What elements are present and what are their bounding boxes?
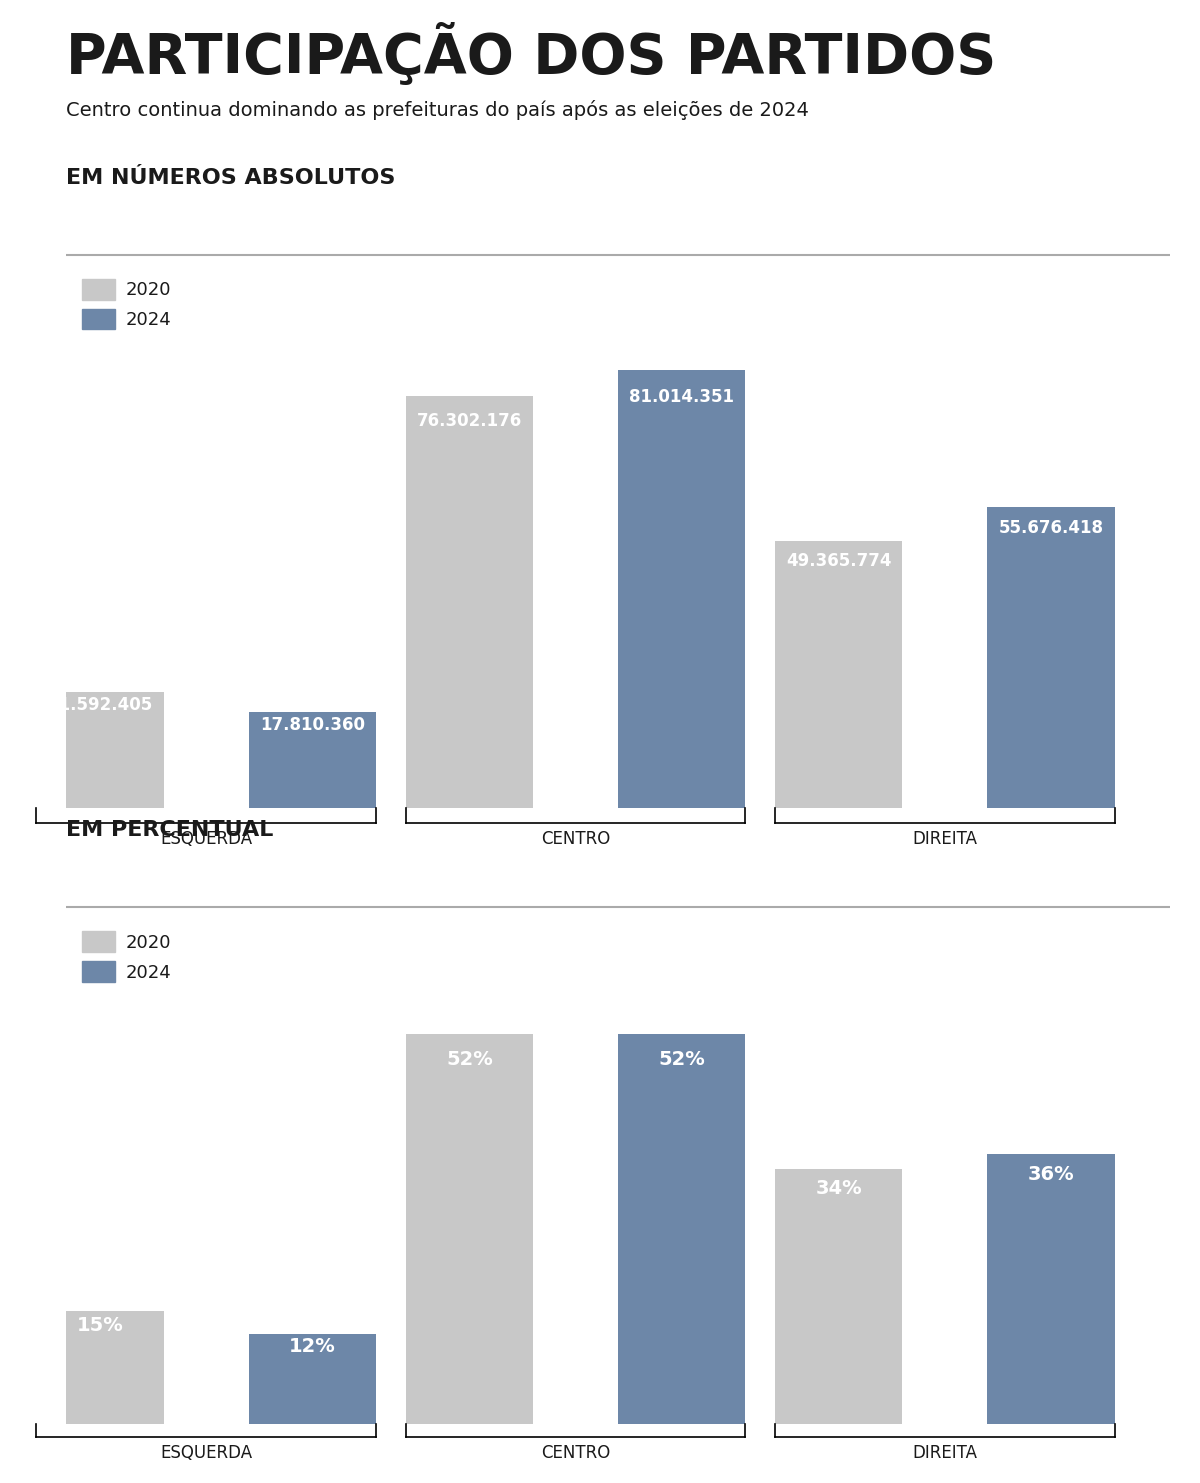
- Bar: [775, 1169, 902, 1424]
- Text: 81.014.351: 81.014.351: [629, 389, 734, 406]
- Bar: [406, 396, 533, 808]
- Text: 15%: 15%: [77, 1315, 124, 1335]
- Text: 55.676.418: 55.676.418: [998, 519, 1104, 537]
- Text: ESQUERDA: ESQUERDA: [160, 830, 252, 848]
- Text: ESQUERDA: ESQUERDA: [160, 1444, 252, 1462]
- Text: CENTRO: CENTRO: [541, 1444, 610, 1462]
- Bar: [36, 691, 163, 808]
- Text: DIREITA: DIREITA: [912, 1444, 978, 1462]
- Bar: [36, 1311, 163, 1424]
- Bar: [248, 712, 376, 808]
- Bar: [406, 1034, 533, 1424]
- Bar: [248, 1333, 376, 1424]
- Legend: 2020, 2024: 2020, 2024: [76, 924, 179, 989]
- Text: 52%: 52%: [446, 1050, 493, 1069]
- Text: EM NÚMEROS ABSOLUTOS: EM NÚMEROS ABSOLUTOS: [66, 168, 395, 187]
- Bar: [988, 507, 1115, 808]
- Text: CENTRO: CENTRO: [541, 830, 610, 848]
- Text: 17.810.360: 17.810.360: [259, 716, 365, 734]
- Text: 12%: 12%: [289, 1338, 336, 1357]
- Text: 34%: 34%: [816, 1179, 862, 1198]
- Bar: [988, 1154, 1115, 1424]
- Text: 36%: 36%: [1027, 1164, 1074, 1183]
- Legend: 2020, 2024: 2020, 2024: [76, 271, 179, 337]
- Text: EM PERCENTUAL: EM PERCENTUAL: [66, 820, 274, 839]
- Bar: [618, 1034, 745, 1424]
- Bar: [618, 371, 745, 808]
- Text: 49.365.774: 49.365.774: [786, 552, 892, 569]
- Text: DIREITA: DIREITA: [912, 830, 978, 848]
- Text: 52%: 52%: [659, 1050, 706, 1069]
- Text: 76.302.176: 76.302.176: [416, 412, 522, 430]
- Bar: [775, 541, 902, 808]
- Text: Centro continua dominando as prefeituras do país após as eleições de 2024: Centro continua dominando as prefeituras…: [66, 99, 809, 120]
- Text: 21.592.405: 21.592.405: [47, 696, 152, 715]
- Text: PARTICIPAÇÃO DOS PARTIDOS: PARTICIPAÇÃO DOS PARTIDOS: [66, 22, 996, 85]
